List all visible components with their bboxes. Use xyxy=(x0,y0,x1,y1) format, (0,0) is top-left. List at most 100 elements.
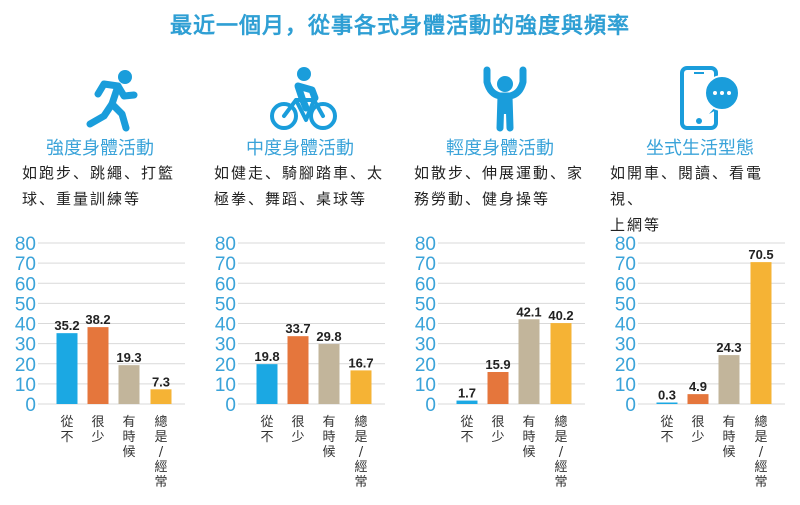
y-tick-label: 50 xyxy=(615,294,636,315)
y-tick-label: 40 xyxy=(615,315,636,336)
bar xyxy=(456,400,478,404)
x-tick-label: 很少 xyxy=(491,415,504,445)
panel-vigorous-activity: 強度身體活動 如跑步、跳繩、打籃 球、重量訓練等 0 10 20 30 40 50 60 70… xyxy=(0,0,200,505)
y-tick-label: 80 xyxy=(15,234,36,255)
description-line: 極拳、舞蹈、桌球等 xyxy=(214,190,368,208)
smartphone-chat-icon xyxy=(680,66,740,130)
bar xyxy=(287,336,309,404)
x-tick-label: 很少 xyxy=(691,415,704,445)
bar xyxy=(318,344,340,404)
bar xyxy=(656,402,678,404)
x-tick-label: 有時候 xyxy=(122,415,135,460)
bar xyxy=(87,327,109,404)
y-tick-label: 0 xyxy=(25,395,36,416)
value-label: 24.3 xyxy=(716,340,741,355)
y-tick-label: 70 xyxy=(215,254,236,275)
x-tick-label: 總是/經常 xyxy=(154,414,167,490)
y-tick-label: 20 xyxy=(215,355,236,376)
y-tick-label: 50 xyxy=(415,294,436,315)
panel-sedentary: 坐式生活型態 如開車、閱讀、看電視、 上網等 0 10 20 30 40 50 60 70 80… xyxy=(600,0,800,505)
y-tick-label: 40 xyxy=(15,315,36,336)
y-tick-label: 30 xyxy=(615,335,636,356)
bar xyxy=(256,364,278,404)
bar xyxy=(750,262,772,404)
value-label: 7.3 xyxy=(152,374,170,389)
x-tick-label: 有時候 xyxy=(322,415,335,460)
y-tick-label: 80 xyxy=(615,234,636,255)
value-label: 29.8 xyxy=(316,329,341,344)
bar xyxy=(350,370,372,404)
bar xyxy=(518,319,540,404)
y-tick-label: 20 xyxy=(415,355,436,376)
y-tick-label: 40 xyxy=(415,315,436,336)
y-tick-label: 70 xyxy=(15,254,36,275)
category-title: 坐式生活型態 xyxy=(646,138,754,159)
value-label: 16.7 xyxy=(348,355,373,370)
x-tick-label: 很少 xyxy=(291,415,304,445)
bar xyxy=(118,365,140,404)
y-tick-label: 80 xyxy=(215,234,236,255)
category-description: 如散步、伸展運動、家 務勞動、健身操等 xyxy=(414,160,592,212)
y-tick-label: 10 xyxy=(415,375,436,396)
y-tick-label: 0 xyxy=(425,395,436,416)
x-tick-label: 從不 xyxy=(660,415,673,445)
x-tick-label: 很少 xyxy=(91,415,104,445)
bar xyxy=(150,389,172,404)
category-title: 輕度身體活動 xyxy=(446,138,554,159)
category-title: 強度身體活動 xyxy=(46,138,154,159)
x-tick-label: 有時候 xyxy=(522,415,535,460)
value-label: 19.3 xyxy=(116,350,141,365)
y-tick-label: 20 xyxy=(615,355,636,376)
value-label: 70.5 xyxy=(748,247,773,262)
value-label: 19.8 xyxy=(254,349,279,364)
y-tick-label: 70 xyxy=(415,254,436,275)
panel-light-activity: 輕度身體活動 如散步、伸展運動、家 務勞動、健身操等 0 10 20 30 40 50 60… xyxy=(400,0,600,505)
y-tick-label: 10 xyxy=(215,375,236,396)
bar xyxy=(487,372,509,404)
y-tick-label: 50 xyxy=(15,294,36,315)
description-line: 如散步、伸展運動、家 xyxy=(414,164,585,182)
y-tick-label: 10 xyxy=(615,375,636,396)
category-title: 中度身體活動 xyxy=(246,138,354,159)
panel-moderate-activity: 中度身體活動 如健走、騎腳踏車、太 極拳、舞蹈、桌球等 0 10 20 30 40 50 6… xyxy=(200,0,400,505)
bar xyxy=(718,355,740,404)
x-tick-label: 總是/經常 xyxy=(554,414,567,490)
y-tick-label: 80 xyxy=(415,234,436,255)
y-tick-label: 60 xyxy=(15,274,36,295)
page-title: 最近一個月，從事各式身體活動的強度與頻率 xyxy=(169,14,630,39)
x-tick-label: 從不 xyxy=(260,415,273,445)
y-tick-label: 60 xyxy=(215,274,236,295)
category-description: 如跑步、跳繩、打籃 球、重量訓練等 xyxy=(22,160,200,212)
x-tick-label: 從不 xyxy=(460,415,473,445)
bar xyxy=(550,323,572,404)
value-label: 35.2 xyxy=(54,318,79,333)
person-arms-raised-icon xyxy=(483,66,527,132)
y-tick-label: 10 xyxy=(15,375,36,396)
x-tick-label: 有時候 xyxy=(722,415,735,460)
y-tick-label: 0 xyxy=(225,395,236,416)
category-description: 如開車、閱讀、看電視、 上網等 xyxy=(610,160,788,238)
y-tick-label: 0 xyxy=(625,395,636,416)
y-tick-label: 30 xyxy=(215,335,236,356)
description-line: 如健走、騎腳踏車、太 xyxy=(214,164,385,182)
category-description: 如健走、騎腳踏車、太 極拳、舞蹈、桌球等 xyxy=(214,160,392,212)
description-line: 務勞動、健身操等 xyxy=(414,190,551,208)
bar xyxy=(687,394,709,404)
x-tick-label: 總是/經常 xyxy=(754,414,767,490)
y-tick-label: 30 xyxy=(415,335,436,356)
y-tick-label: 30 xyxy=(15,335,36,356)
value-label: 15.9 xyxy=(485,357,510,372)
running-person-icon xyxy=(86,70,138,132)
value-label: 38.2 xyxy=(85,312,110,327)
value-label: 4.9 xyxy=(689,379,707,394)
x-tick-label: 從不 xyxy=(60,415,73,445)
value-label: 1.7 xyxy=(458,386,476,401)
value-label: 0.3 xyxy=(658,388,676,403)
x-tick-label: 總是/經常 xyxy=(354,414,367,490)
y-tick-label: 20 xyxy=(15,355,36,376)
description-line: 上網等 xyxy=(610,216,662,234)
